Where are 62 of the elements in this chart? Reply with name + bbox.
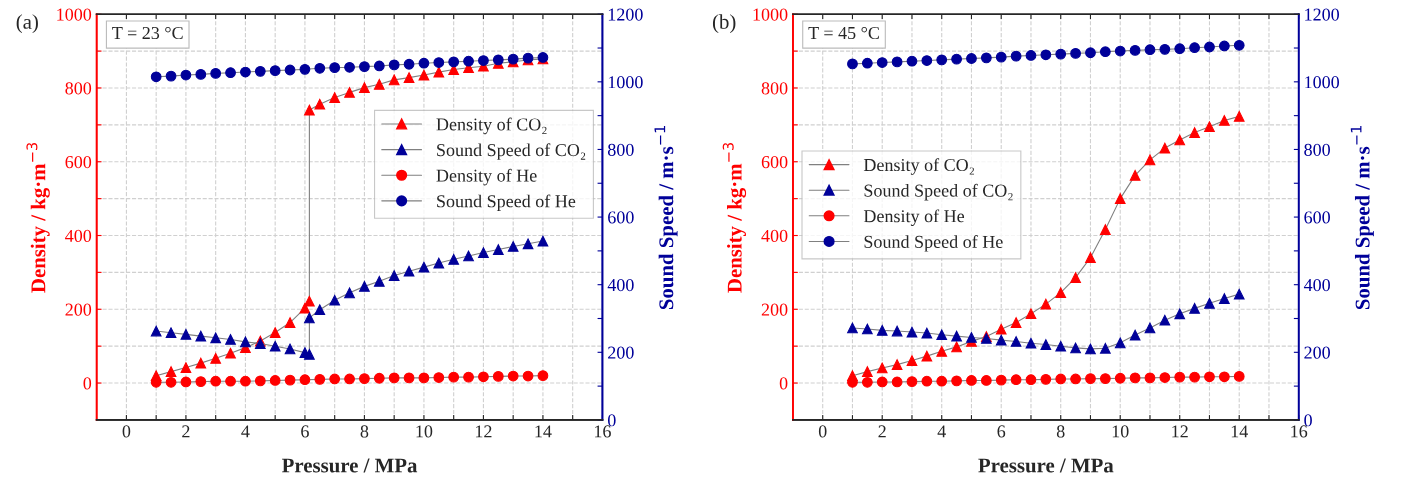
x-tick-label: 0: [818, 425, 827, 438]
y2-tick-label: 200: [608, 346, 634, 359]
x-tick-label: 14: [1231, 425, 1248, 438]
x-tick-label: 10: [1112, 425, 1129, 438]
y-tick-label: 0: [83, 377, 92, 390]
y-tick-label: 600: [65, 156, 92, 169]
y-tick-label: 800: [65, 82, 92, 95]
y-axis-title: Density / kg·m$^{−3}$: [722, 142, 747, 293]
x-tick-label: 12: [1172, 425, 1188, 438]
y2-tick-label: 1000: [1305, 76, 1340, 89]
y2-tick-label: 200: [1304, 346, 1330, 359]
y2-tick-label: 600: [1304, 211, 1330, 224]
legend-label: Sound Speed of He: [437, 194, 576, 212]
x-tick-label: 2: [182, 425, 190, 438]
x-tick-label: 16: [594, 425, 611, 438]
y2-tick-label: 400: [1303, 278, 1330, 292]
x-tick-label: 4: [937, 425, 946, 438]
legend-label: Density of He: [863, 209, 965, 227]
y-tick-label: 600: [761, 156, 788, 169]
x-axis-title: Pressure / MPa: [282, 458, 418, 473]
x-tick-label: 4: [241, 425, 250, 438]
y2-tick-label: 400: [607, 278, 634, 292]
y2-tick-label: 600: [608, 211, 634, 224]
x-tick-label: 8: [1056, 425, 1065, 438]
x-tick-label: 2: [878, 425, 886, 438]
y2-tick-label: 1200: [608, 8, 643, 21]
y-tick-label: 1000: [57, 8, 92, 21]
y2-tick-label: 0: [1304, 414, 1312, 427]
y2-tick-label: 800: [607, 143, 634, 156]
legend-label: Density of He: [436, 168, 537, 186]
legend-label: Sound Speed of He: [864, 235, 1003, 252]
y-tick-label: 800: [761, 82, 788, 95]
y2-tick-label: 0: [607, 414, 616, 427]
y2-axis-title: Sound Speed / m·s$^{−1}$: [1350, 126, 1374, 310]
y-tick-label: 400: [761, 229, 788, 242]
legend-label: Density of CO₂: [436, 117, 547, 135]
y2-tick-label: 800: [1304, 143, 1330, 156]
y2-axis-title: Sound Speed / m·s$^{−1}$: [654, 126, 678, 310]
chart-title: (b): [712, 14, 736, 34]
annotation: T = 45 °C: [808, 26, 879, 40]
legend-label: Density of CO₂: [863, 158, 975, 175]
y2-tick-label: 1000: [608, 76, 643, 89]
x-tick-label: 10: [416, 425, 433, 438]
x-tick-label: 16: [1291, 425, 1308, 438]
annotation: T = 23 °C: [112, 26, 183, 40]
x-axis-title: Pressure / MPa: [978, 458, 1114, 473]
legend-label: Sound Speed of CO₂: [437, 143, 586, 160]
x-tick-label: 0: [122, 425, 131, 438]
y-axis-title: Density / kg·m$^{−3}$: [26, 142, 50, 293]
x-tick-label: 12: [475, 425, 492, 438]
y-tick-label: 200: [761, 303, 788, 316]
x-tick-label: 8: [360, 425, 369, 438]
x-tick-label: 6: [301, 425, 309, 438]
y-tick-label: 1000: [753, 8, 788, 21]
y2-tick-label: 1200: [1305, 8, 1340, 21]
x-tick-label: 6: [997, 425, 1006, 438]
chart-title: (a): [16, 14, 38, 34]
y-tick-label: 200: [65, 303, 92, 316]
legend-label: Sound Speed of CO₂: [864, 183, 1013, 201]
x-tick-label: 14: [535, 425, 552, 438]
y-tick-label: 400: [65, 229, 92, 242]
y-tick-label: 0: [779, 377, 788, 390]
